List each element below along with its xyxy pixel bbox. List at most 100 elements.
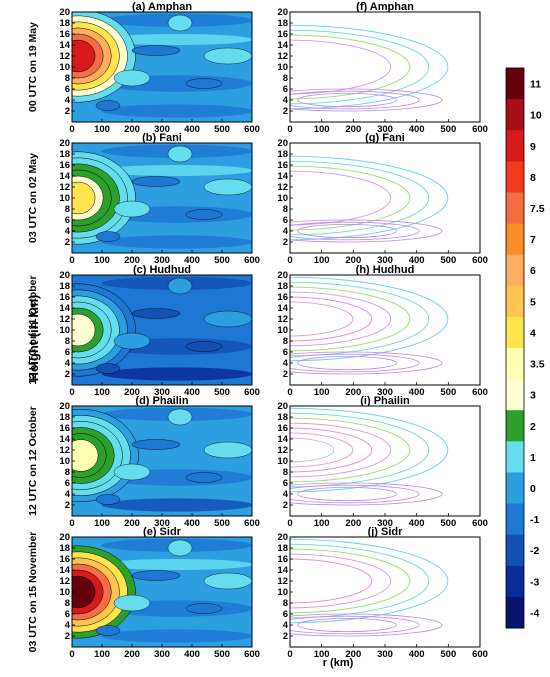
panel-title: (b) Fani: [142, 132, 182, 144]
x-tick-label: 600: [244, 255, 260, 266]
y-tick-label: 16: [59, 423, 70, 434]
x-tick-label: 500: [440, 649, 456, 660]
y-tick-label: 6: [65, 84, 70, 95]
panel-title: (f) Amphan: [356, 1, 414, 13]
colorbar-tick-label: 4: [530, 327, 536, 339]
y-tick-label: 14: [277, 171, 288, 182]
y-tick-label: 10: [59, 456, 70, 467]
colorbar-tick-label: -1: [530, 514, 539, 526]
y-tick-label: 18: [59, 149, 70, 160]
y-tick-label: 20: [59, 270, 70, 281]
contour-line-0: [290, 407, 449, 493]
x-tick-label: 200: [345, 387, 361, 398]
contour-line-3: [290, 170, 392, 226]
contour-line-1: [290, 29, 430, 105]
patch-5: [203, 310, 252, 328]
lower-contour-1: [290, 484, 420, 504]
y-tick-label: 20: [59, 401, 70, 412]
x-tick-label: 300: [377, 255, 393, 266]
y-tick-label: 6: [65, 609, 70, 620]
y-tick-label: 8: [65, 598, 70, 609]
contour-line-0: [290, 538, 449, 624]
band-3: [101, 235, 252, 249]
contour-line-2: [290, 548, 411, 614]
plot-area: [290, 143, 480, 253]
colorbar-tick-label: -3: [530, 576, 539, 588]
y-tick-label: 16: [277, 29, 288, 40]
patch-2: [131, 570, 181, 581]
y-tick-label: 8: [283, 336, 288, 347]
colorbar-segment: [506, 223, 524, 256]
y-tick-label: 2: [283, 369, 288, 380]
y-tick-label: 14: [59, 171, 70, 182]
y-tick-label: 12: [59, 182, 70, 193]
y-tick-label: 2: [283, 106, 288, 117]
y-tick-label: 14: [59, 303, 70, 314]
x-tick-label: 300: [377, 518, 393, 529]
band-1: [101, 34, 252, 45]
plot-area: [290, 275, 480, 385]
y-tick-label: 8: [65, 336, 70, 347]
x-tick-label: 0: [69, 124, 74, 135]
band-3: [101, 367, 252, 381]
y-tick-label: 6: [283, 347, 288, 358]
contour-line-4: [290, 558, 373, 604]
y-tick-label: 16: [59, 292, 70, 303]
colorbar-segment: [506, 379, 524, 411]
y-tick-label: 16: [59, 160, 70, 171]
patch-3: [167, 539, 193, 557]
x-tick-label: 200: [345, 518, 361, 529]
y-tick-label: 2: [283, 500, 288, 511]
x-tick-label: 300: [154, 124, 170, 135]
y-tick-label: 4: [65, 226, 71, 237]
colorbar-tick-label: -2: [530, 545, 539, 557]
y-tick-label: 6: [283, 478, 288, 489]
y-tick-label: 20: [59, 532, 70, 543]
y-tick-label: 10: [59, 193, 70, 204]
x-axis-label: r (km): [323, 657, 354, 669]
x-tick-label: 100: [314, 649, 330, 660]
core-contour-5: [72, 313, 96, 347]
colorbar-tick-label: 7.5: [530, 203, 545, 215]
colorbar-frame: [505, 67, 525, 629]
patch-1: [113, 332, 151, 350]
x-tick-label: 0: [287, 255, 292, 266]
y-tick-label: 4: [283, 95, 289, 106]
plot-area: [290, 406, 480, 516]
x-tick-label: 200: [124, 124, 140, 135]
y-tick-label: 10: [59, 587, 70, 598]
contour-line-3: [290, 553, 392, 609]
colorbar-segment: [506, 348, 524, 380]
lower-contour-1: [290, 353, 420, 373]
y-tick-label: 20: [277, 401, 288, 412]
patch-4: [185, 78, 223, 89]
y-tick-label: 12: [277, 445, 288, 456]
band-3: [101, 498, 252, 512]
panel-title: (i) Phailin: [360, 395, 410, 407]
y-tick-label: 12: [59, 445, 70, 456]
contour-line-3: [290, 39, 392, 95]
patch-3: [167, 408, 193, 426]
lower-contour-0: [290, 482, 443, 506]
contour-line-1: [290, 281, 430, 357]
panel-title: (a) Amphan: [132, 1, 192, 13]
y-tick-label: 4: [283, 489, 289, 500]
contour-line-4: [290, 296, 373, 342]
colorbar-segment: [506, 472, 524, 505]
x-tick-label: 100: [94, 124, 110, 135]
y-tick-label: 18: [277, 412, 288, 423]
x-tick-label: 400: [409, 649, 425, 660]
x-tick-label: 0: [287, 124, 292, 135]
y-tick-label: 14: [277, 434, 288, 445]
x-tick-label: 300: [377, 387, 393, 398]
band-3: [101, 104, 252, 118]
lower-contour-1: [290, 90, 420, 110]
y-tick-label: 10: [59, 325, 70, 336]
core-contour-5: [72, 39, 96, 73]
patch-5: [203, 47, 252, 65]
x-tick-label: 500: [214, 124, 230, 135]
